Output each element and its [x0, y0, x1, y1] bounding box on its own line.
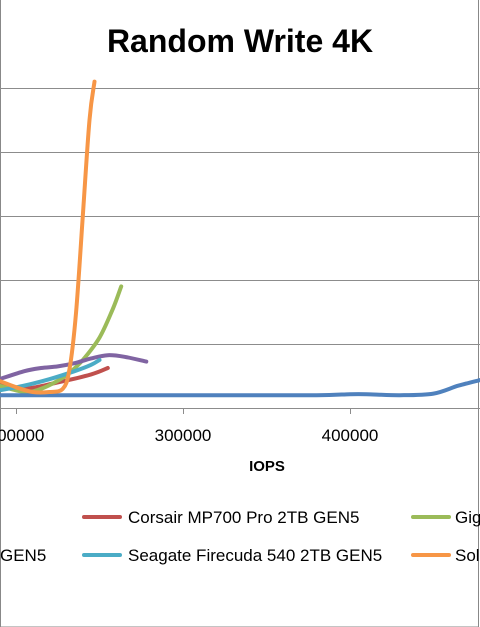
series-lines — [0, 79, 480, 398]
x-axis-label: IOPS — [249, 458, 285, 475]
series-line-5 — [0, 358, 102, 393]
series-line-6 — [0, 79, 97, 395]
x-tick-label: 200000 — [0, 426, 44, 445]
chart-title: Random Write 4K — [107, 23, 373, 59]
x-tick-label: 400000 — [322, 426, 379, 445]
x-tick-label: 300000 — [155, 426, 212, 445]
legend-label: Seagate Firecuda 540 2TB GEN5 — [128, 546, 382, 565]
legend-label: GEN5 — [0, 546, 46, 565]
x-tick-labels: 200000 300000 400000 — [0, 426, 378, 445]
series-line-4 — [0, 378, 480, 398]
legend-label: Gig — [455, 508, 480, 527]
legend-label: Sol — [455, 546, 480, 565]
legend: Corsair MP700 Pro 2TB GEN5 Gig GEN5 Seagate… — [0, 508, 480, 565]
axes — [0, 408, 480, 414]
series-line-3 — [0, 353, 149, 382]
legend-label: Corsair MP700 Pro 2TB GEN5 — [128, 508, 359, 527]
